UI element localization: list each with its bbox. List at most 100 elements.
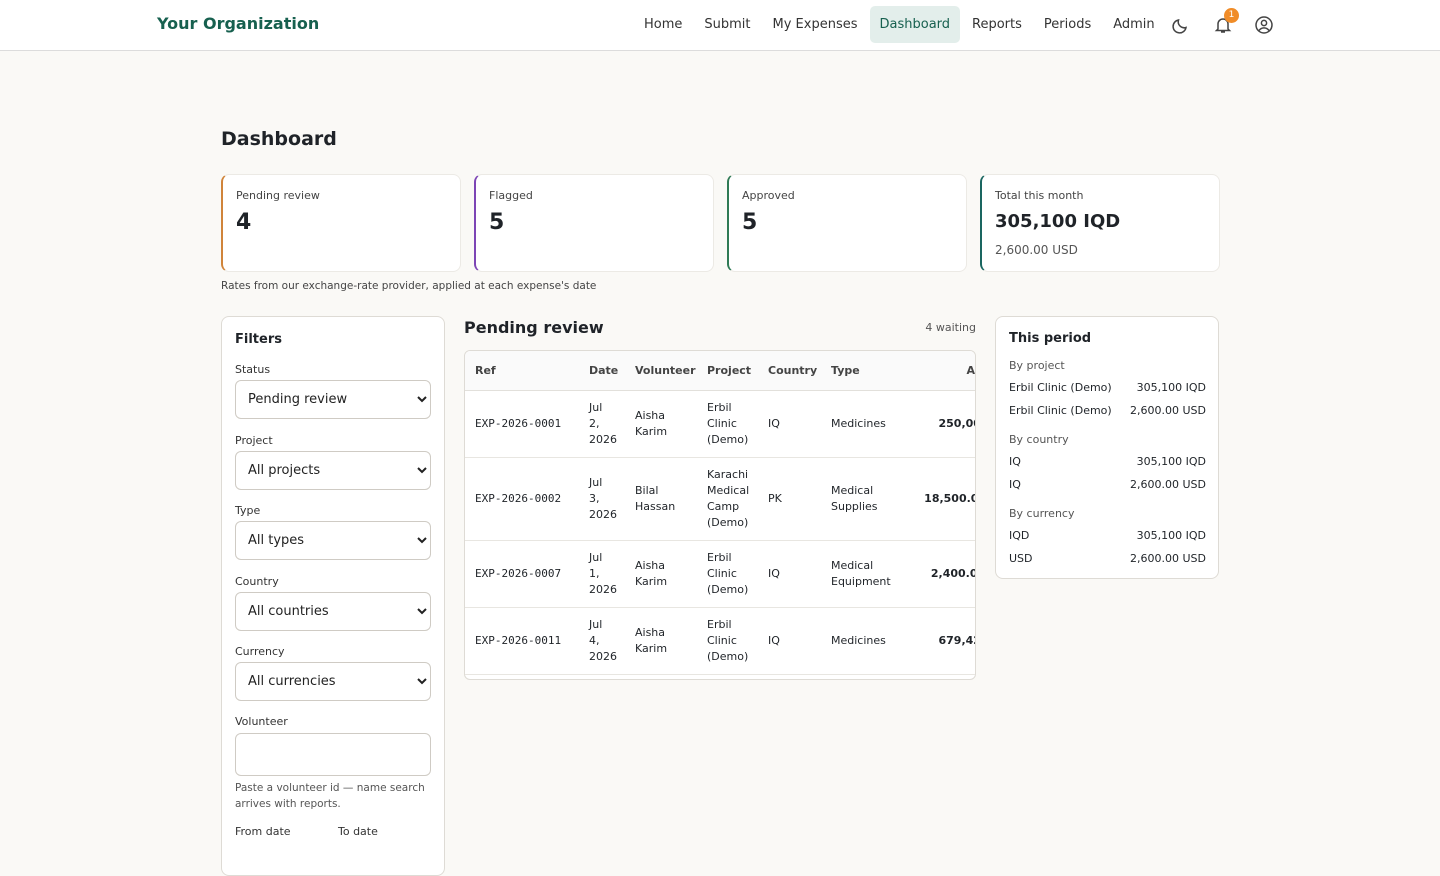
nav-link[interactable]: My Expenses (772, 17, 858, 32)
stat-value: 5 (742, 210, 758, 235)
table-cell: EXP-2026-0001 (465, 390, 579, 458)
table-cell: Jul 2, 2026 (579, 390, 625, 458)
stat-label: Approved (742, 189, 795, 202)
rates-note: Rates from our exchange-rate provider, a… (221, 280, 597, 292)
stat-label: Flagged (489, 189, 533, 202)
period-amount: 305,100 IQD (1136, 381, 1206, 394)
table-cell: Aisha Karim (625, 607, 697, 675)
period-key: USD (1009, 551, 1033, 565)
to-date-label: To date (338, 825, 378, 838)
from-date-label: From date (235, 825, 291, 838)
nav-link[interactable]: Dashboard (869, 6, 961, 43)
total-label: Total this month (995, 189, 1084, 202)
nav-link[interactable]: Home (644, 17, 683, 32)
period-panel: This period By project Erbil Clinic (Demo… (995, 316, 1219, 579)
column-header: Amount (897, 351, 975, 391)
period-amount: 2,600.00 USD (1130, 403, 1206, 417)
period-section-title: By currency (1009, 507, 1075, 520)
table-cell: Bilal Hassan (625, 457, 697, 541)
period-section-title: By project (1009, 359, 1065, 372)
nav-link[interactable]: Admin (1113, 17, 1155, 32)
table-row[interactable]: EXP-2026-0007 Jul 1, 2026 Aisha Karim Erbil… (465, 540, 975, 608)
filter-select[interactable]: All types (235, 521, 431, 560)
period-row: IQ 305,100 IQD (1009, 455, 1206, 468)
table-head: RefDateVolunteerProjectCountryTypeAmount (465, 351, 975, 391)
stat-card: Approved 5 (727, 174, 967, 272)
period-section-title: By country (1009, 433, 1069, 446)
table-cell: EXP-2026-0007 (465, 540, 579, 608)
stat-value: 5 (489, 210, 505, 235)
period-title: This period (1009, 331, 1092, 346)
period-row: IQ 2,600.00 USD (1009, 478, 1206, 491)
period-key: Erbil Clinic (Demo) (1009, 381, 1112, 394)
table-cell: Aisha Karim (625, 540, 697, 608)
nav-link[interactable]: Reports (972, 17, 1022, 32)
page-title: Dashboard (221, 128, 337, 150)
filter-select[interactable]: Pending review (235, 380, 431, 419)
table-cell: IQ (758, 540, 821, 608)
table-cell: PK (758, 457, 821, 541)
table-row[interactable]: EXP-2026-0011 Jul 4, 2026 Aisha Karim Erbil… (465, 607, 975, 675)
table-cell: 18,500.00 PKR (897, 457, 975, 541)
period-row: Erbil Clinic (Demo) 305,100 IQD (1009, 381, 1206, 394)
nav: Home Submit My Expenses Dashboard Reports Per… (634, 6, 1165, 43)
table-cell: EXP-2026-0011 (465, 607, 579, 675)
table-cell: Medicines (821, 607, 897, 675)
table-cell: Medicines (821, 390, 897, 458)
period-amount: 2,600.00 USD (1130, 477, 1206, 491)
table-cell: Jul 4, 2026 (579, 607, 625, 675)
total-value: 305,100 IQD (995, 211, 1121, 232)
period-key: IQ (1009, 477, 1021, 491)
table-row[interactable]: EXP-2026-0002 Jul 3, 2026 Bilal Hassan Kara… (465, 457, 975, 541)
profile[interactable] (1254, 15, 1274, 35)
table-cell: IQ (758, 607, 821, 675)
table-body: EXP-2026-0001 Jul 2, 2026 Aisha Karim Erbil… (465, 390, 975, 675)
period-row: IQD 305,100 IQD (1009, 529, 1206, 542)
column-header: Project (697, 351, 758, 391)
nav-link[interactable]: Submit (704, 17, 751, 32)
filter-select[interactable]: All projects (235, 450, 431, 490)
header-row: RefDateVolunteerProjectCountryTypeAmount (465, 351, 975, 391)
filter-label: Status (235, 363, 271, 376)
nav-link[interactable]: Periods (1043, 17, 1092, 32)
volunteer-input[interactable] (235, 733, 431, 776)
column-header: Country (758, 351, 821, 391)
filters-title: Filters (235, 332, 282, 347)
table-cell: Erbil Clinic (Demo) (697, 607, 758, 675)
total-secondary: 2,600.00 USD (995, 243, 1078, 257)
period-key: IQ (1009, 455, 1021, 468)
filters-panel: Filters Volunteer Paste a volunteer id —… (221, 316, 445, 876)
pending-table: RefDateVolunteerProjectCountryTypeAmount… (465, 351, 975, 675)
stat-value: 4 (236, 210, 252, 235)
filter-label: Type (235, 504, 261, 517)
brand[interactable]: Your Organization (157, 14, 320, 33)
table-title: Pending review (464, 318, 604, 337)
table-cell: Medical Supplies (821, 457, 897, 541)
table-wrapper: RefDateVolunteerProjectCountryTypeAmount… (464, 350, 976, 680)
table-row[interactable]: EXP-2026-0001 Jul 2, 2026 Aisha Karim Erbil… (465, 390, 975, 458)
column-header: Type (821, 351, 897, 391)
table-cell: Erbil Clinic (Demo) (697, 390, 758, 458)
table-cell: 250,000 IQD (897, 390, 975, 458)
column-header: Date (579, 351, 625, 391)
period-row: Erbil Clinic (Demo) 2,600.00 USD (1009, 404, 1206, 417)
volunteer-hint: Paste a volunteer id — name search arriv… (235, 782, 425, 810)
filter-label: Country (235, 574, 279, 588)
header: Your Organization Home Submit My Expenses D… (0, 0, 1440, 51)
column-header: Volunteer (625, 351, 697, 391)
volunteer-label: Volunteer (235, 715, 288, 728)
filter-select[interactable]: All countries (235, 591, 431, 631)
period-key: IQD (1009, 529, 1030, 542)
period-amount: 2,600.00 USD (1130, 551, 1206, 565)
filter-select[interactable]: All currencies (235, 662, 431, 701)
period-amount: 305,100 IQD (1136, 529, 1206, 542)
period-row: USD 2,600.00 USD (1009, 552, 1206, 565)
table-cell: Jul 3, 2026 (579, 457, 625, 541)
filter-label: Currency (235, 645, 285, 658)
stat-card: Pending review 4 (221, 174, 461, 272)
table-cell: Aisha Karim (625, 390, 697, 458)
table-cell: Erbil Clinic (Demo) (697, 540, 758, 608)
theme-toggle[interactable] (1171, 15, 1191, 35)
table-cell: 2,400.00 USD (897, 540, 975, 608)
